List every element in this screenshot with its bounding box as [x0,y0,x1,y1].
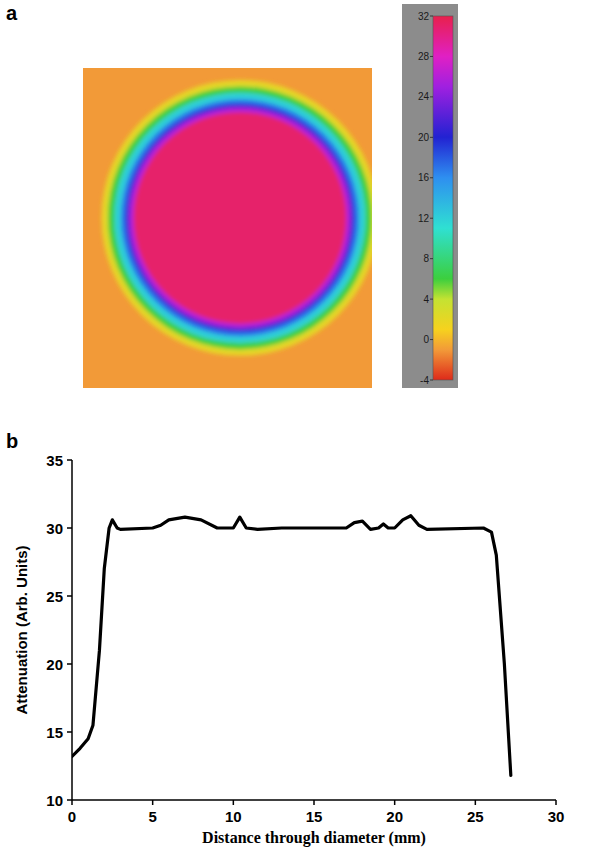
ring [134,112,346,323]
y-tick [67,595,72,597]
colorbar-frame [402,4,458,388]
y-tick [67,731,72,733]
y-tick [67,527,72,529]
colorbar-tick [430,380,433,381]
colorbar-tick-label: 16 [418,172,430,183]
colorbar-tick-label: 4 [423,294,429,305]
colorbar-tick-label: -4 [420,375,429,386]
ring [121,99,359,336]
ring [114,93,365,343]
y-axis [71,460,73,800]
colorbar-tick [430,339,433,340]
ring [101,80,372,356]
x-tick [394,800,396,805]
x-tick-label: 0 [68,808,76,825]
x-tick [152,800,154,805]
x-axis-title: Distance through diameter (mm) [202,829,426,847]
x-tick-label: 5 [148,808,156,825]
colorbar-tick-label: 20 [418,132,430,143]
panel-letter: b [6,430,18,452]
colorbar-tick-label: 28 [418,51,430,62]
colorbar-tick [430,16,433,17]
x-tick-label: 15 [306,808,323,825]
colorbar-tick-label: 8 [423,253,429,264]
y-axis-title: Attenuation (Arb. Units) [13,545,30,714]
colorbar [433,16,453,380]
colorbar-tick-label: 32 [418,11,430,22]
colorbar-tick [430,56,433,57]
colorbar-tick-label: 0 [423,334,429,345]
panel-letter: a [6,2,18,24]
figure: a -4 0 4 8 12 16 20 24 28 32 b 10 15 20 25 30 35 0 5 10 15 20 2… [0,0,601,852]
colorbar-tick [430,218,433,219]
y-tick-label: 10 [46,792,63,809]
heatmap-image [83,68,372,388]
colorbar-tick-label: 12 [418,213,430,224]
colorbar-tick [430,177,433,178]
y-tick [67,459,72,461]
y-tick-label: 20 [46,656,63,673]
x-tick [555,800,557,805]
colorbar-tick [430,96,433,97]
x-tick-label: 30 [548,808,565,825]
y-tick-label: 25 [46,588,63,605]
y-tick-label: 15 [46,724,63,741]
ring [125,104,354,332]
x-tick-label: 10 [225,808,242,825]
y-tick-label: 35 [46,452,63,469]
data-line [72,516,511,776]
x-tick [313,800,315,805]
colorbar-tick [430,299,433,300]
x-tick [475,800,477,805]
x-tick-label: 20 [386,808,403,825]
ring [108,86,372,349]
colorbar-tick-label: 24 [418,91,430,102]
y-tick-label: 30 [46,520,63,537]
colorbar-tick [430,258,433,259]
x-tick [233,800,235,805]
x-tick [71,800,73,805]
x-tick-label: 25 [467,808,484,825]
plot-area [72,516,511,776]
ring [129,108,351,329]
colorbar-tick [430,137,433,138]
y-tick [67,663,72,665]
rings [101,80,372,356]
